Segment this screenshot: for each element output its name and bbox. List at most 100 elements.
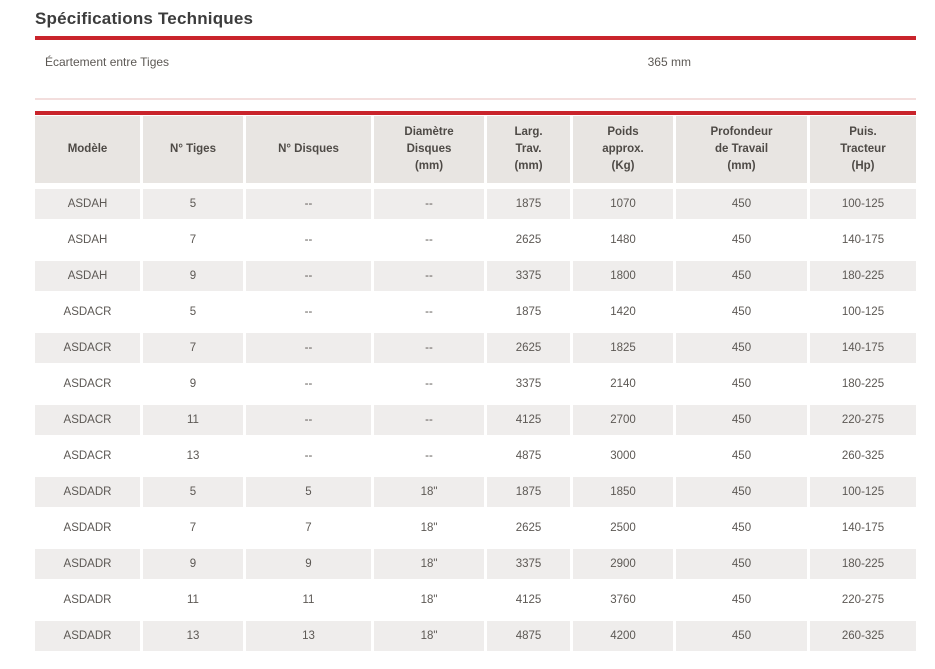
table-cell: 11 [246, 585, 371, 615]
table-cell: 1420 [573, 297, 673, 327]
table-cell: 1875 [487, 477, 570, 507]
table-cell: 4200 [573, 621, 673, 651]
table-cell: 9 [246, 549, 371, 579]
table-cell: 100-125 [810, 297, 916, 327]
table-cell: 140-175 [810, 333, 916, 363]
table-cell: -- [246, 405, 371, 435]
table-cell: 140-175 [810, 513, 916, 543]
table-cell: 220-275 [810, 585, 916, 615]
table-cell: 3375 [487, 261, 570, 291]
table-cell: 7 [143, 225, 243, 255]
table-cell: ASDACR [35, 369, 140, 399]
table-cell: ASDACR [35, 333, 140, 363]
rod-spacing-value: 365 mm [647, 55, 691, 69]
table-cell: 2625 [487, 333, 570, 363]
table-row: ASDADR 13 13 18" 4875 4200 450 260-325 [35, 621, 916, 651]
table-cell: 3000 [573, 441, 673, 471]
column-header-puissance-tracteur: Puis. Tracteur (Hp) [810, 116, 916, 183]
table-cell: 260-325 [810, 441, 916, 471]
table-cell: -- [246, 261, 371, 291]
table-cell: -- [246, 189, 371, 219]
table-cell: 2140 [573, 369, 673, 399]
specifications-content: Spécifications Techniques Écartement ent… [35, 8, 916, 651]
table-cell: 180-225 [810, 369, 916, 399]
table-row: ASDADR 11 11 18" 4125 3760 450 220-275 [35, 585, 916, 615]
table-cell: 450 [676, 621, 807, 651]
table-cell: 1800 [573, 261, 673, 291]
table-cell: ASDADR [35, 621, 140, 651]
table-cell: 180-225 [810, 549, 916, 579]
table-cell: ASDACR [35, 297, 140, 327]
table-cell: 450 [676, 225, 807, 255]
table-header-row: Modèle N° Tiges N° Disques Diamètre Disq… [35, 116, 916, 183]
table-cell: -- [246, 297, 371, 327]
table-cell: 450 [676, 261, 807, 291]
column-header-n-disques: N° Disques [246, 116, 371, 183]
table-row: ASDAH 9 -- -- 3375 1800 450 180-225 [35, 261, 916, 291]
table-cell: 2625 [487, 225, 570, 255]
table-cell: 18" [374, 585, 484, 615]
table-cell: 450 [676, 477, 807, 507]
table-cell: 11 [143, 585, 243, 615]
table-cell: -- [374, 441, 484, 471]
column-header-modele: Modèle [35, 116, 140, 183]
table-cell: 18" [374, 621, 484, 651]
table-cell: 7 [143, 513, 243, 543]
table-cell: ASDADR [35, 477, 140, 507]
table-cell: 450 [676, 549, 807, 579]
column-header-poids-approx: Poids approx. (Kg) [573, 116, 673, 183]
table-cell: -- [246, 369, 371, 399]
table-cell: 9 [143, 261, 243, 291]
table-cell: 220-275 [810, 405, 916, 435]
column-header-largeur-travail: Larg. Trav. (mm) [487, 116, 570, 183]
table-cell: 450 [676, 405, 807, 435]
table-cell: 450 [676, 297, 807, 327]
table-cell: 13 [143, 441, 243, 471]
table-cell: 5 [143, 189, 243, 219]
table-cell: ASDACR [35, 441, 140, 471]
table-cell: 2500 [573, 513, 673, 543]
table-cell: 13 [246, 621, 371, 651]
table-row: ASDACR 5 -- -- 1875 1420 450 100-125 [35, 297, 916, 327]
table-cell: 3375 [487, 369, 570, 399]
table-cell: 2625 [487, 513, 570, 543]
table-cell: -- [374, 261, 484, 291]
table-row: ASDADR 5 5 18" 1875 1850 450 100-125 [35, 477, 916, 507]
table-row: ASDAH 5 -- -- 1875 1070 450 100-125 [35, 189, 916, 219]
table-cell: 18" [374, 549, 484, 579]
table-cell: 100-125 [810, 189, 916, 219]
table-cell: 1875 [487, 297, 570, 327]
table-cell: 1850 [573, 477, 673, 507]
table-cell: ASDACR [35, 405, 140, 435]
table-cell: 5 [143, 477, 243, 507]
table-cell: 260-325 [810, 621, 916, 651]
table-cell: 9 [143, 369, 243, 399]
table-cell: 18" [374, 477, 484, 507]
table-cell: 11 [143, 405, 243, 435]
column-header-n-tiges: N° Tiges [143, 116, 243, 183]
table-cell: -- [374, 333, 484, 363]
table-cell: 5 [246, 477, 371, 507]
table-row: ASDACR 9 -- -- 3375 2140 450 180-225 [35, 369, 916, 399]
table-cell: 7 [246, 513, 371, 543]
table-row: ASDADR 7 7 18" 2625 2500 450 140-175 [35, 513, 916, 543]
table-cell: 180-225 [810, 261, 916, 291]
table-cell: ASDAH [35, 189, 140, 219]
title-divider-rule [35, 36, 916, 40]
table-cell: 18" [374, 513, 484, 543]
rod-spacing-row: Écartement entre Tiges 365 mm [35, 40, 916, 100]
table-cell: -- [374, 189, 484, 219]
table-cell: 450 [676, 369, 807, 399]
table-cell: 1070 [573, 189, 673, 219]
table-cell: 4125 [487, 405, 570, 435]
table-top-rule [35, 111, 916, 115]
table-cell: -- [246, 333, 371, 363]
table-cell: 3760 [573, 585, 673, 615]
table-cell: -- [374, 405, 484, 435]
table-row: ASDADR 9 9 18" 3375 2900 450 180-225 [35, 549, 916, 579]
table-cell: -- [374, 297, 484, 327]
table-cell: 140-175 [810, 225, 916, 255]
table-cell: 4125 [487, 585, 570, 615]
table-cell: 9 [143, 549, 243, 579]
table-cell: 450 [676, 189, 807, 219]
